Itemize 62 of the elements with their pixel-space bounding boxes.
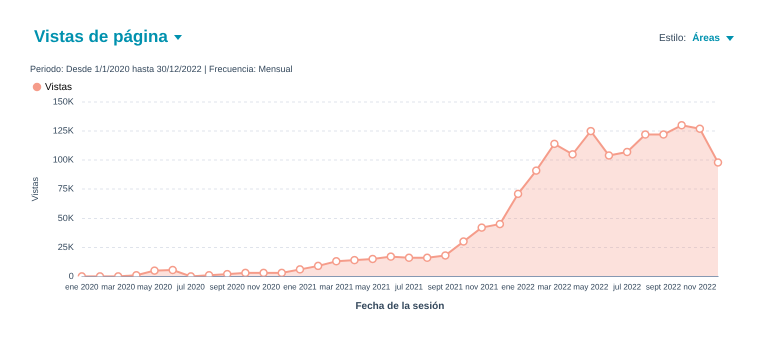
y-tick-label: 150K: [52, 96, 74, 106]
point: [514, 190, 522, 198]
point: [259, 268, 268, 276]
x-tick-label: jul 2022: [612, 282, 642, 292]
x-tick-label: may 2020: [136, 282, 173, 292]
point: [368, 254, 377, 264]
point: [659, 130, 668, 139]
text: Estilo:: [658, 33, 686, 44]
y-tick-label: 100K: [52, 154, 74, 165]
point: [332, 257, 341, 266]
point: [150, 266, 159, 275]
x-axis-title: Fecha de la sesión: [355, 300, 444, 312]
point: [677, 121, 686, 130]
x-tick-label: nov 2021: [465, 282, 499, 292]
point: [477, 223, 486, 232]
point: [696, 124, 704, 133]
x-tick-label: ene 2022: [501, 282, 536, 292]
point: [296, 265, 304, 274]
point: [714, 158, 722, 167]
legend-label: Vistas: [45, 82, 72, 93]
point: [568, 150, 577, 159]
x-tick-label: mar 2022: [538, 282, 572, 292]
point: [222, 270, 232, 276]
chart-subtitle: Periodo: Desde 1/1/2020 hasta 30/12/2022 | Frecuencia: Mensual: [30, 64, 293, 74]
x-tick-label: sept 2022: [646, 282, 682, 292]
x-tick-label: may 2022: [573, 282, 609, 292]
point: [496, 220, 504, 228]
text: Áreas: [692, 33, 720, 44]
y-tick-label: 75K: [58, 184, 74, 194]
y-axis-title: Vistas: [30, 176, 40, 202]
point: [441, 251, 450, 260]
x-tick-label: nov 2022: [683, 282, 717, 292]
y-tick-label: 125K: [52, 126, 74, 136]
y-tick-label: 0: [68, 270, 74, 281]
y-tick-label: 25K: [58, 242, 74, 252]
y-tick-label: 50K: [58, 212, 74, 223]
point: [641, 130, 650, 139]
x-tick-label: jul 2021: [394, 282, 424, 292]
point: [622, 148, 632, 156]
x-tick-label: ene 2020: [65, 282, 100, 292]
point: [314, 262, 322, 270]
x-tick-label: jul 2020: [176, 282, 206, 292]
point: [532, 166, 540, 175]
x-tick-label: may 2021: [355, 282, 391, 292]
x-tick-label: nov 2020: [247, 282, 281, 292]
point: [459, 237, 468, 246]
x-tick-label: mar 2021: [319, 282, 354, 292]
x-tick-label: sept 2021: [428, 282, 464, 292]
point: [386, 252, 396, 261]
point: [586, 126, 596, 136]
point: [422, 254, 432, 262]
point: [278, 268, 286, 276]
x-tick-label: sept 2020: [210, 282, 246, 292]
point: [604, 151, 614, 160]
x-tick-label: ene 2021: [283, 282, 318, 292]
chart-title: Vistas de página: [34, 27, 168, 47]
point: [350, 256, 359, 264]
point: [550, 140, 559, 148]
point: [241, 268, 250, 276]
point: [168, 266, 177, 274]
point: [404, 254, 414, 262]
x-tick-label: mar 2020: [101, 282, 136, 292]
